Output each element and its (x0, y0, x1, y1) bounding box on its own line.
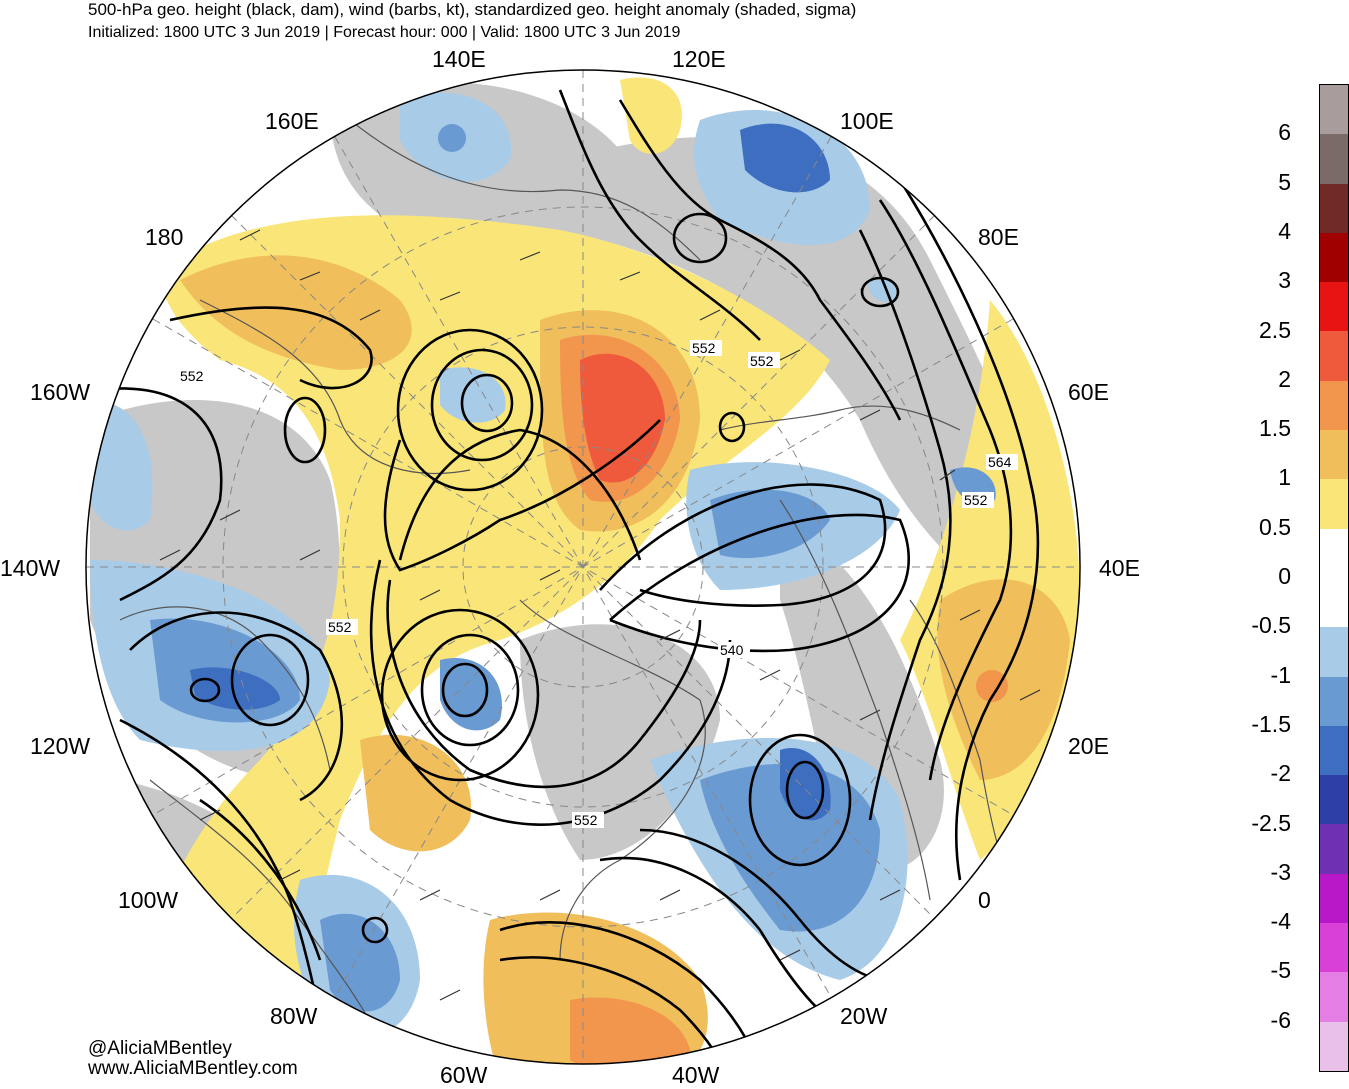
map-title: 500-hPa geo. height (black, dam), wind (… (88, 0, 857, 19)
colorbar-label: 6 (1278, 119, 1291, 146)
colorbar-label: 0.5 (1259, 513, 1291, 540)
colorbar-swatch (1320, 232, 1348, 283)
colorbar-swatch (1320, 627, 1348, 677)
lon-label-60E: 60E (1068, 379, 1109, 405)
contour-label: 540 (720, 642, 744, 658)
colorbar-swatch (1320, 528, 1348, 578)
colorbar-label: -1.5 (1251, 710, 1291, 737)
colorbar-label: 0 (1278, 563, 1291, 589)
colorbar-swatch (1320, 1021, 1348, 1071)
contour-label: 552 (692, 340, 716, 356)
colorbar-label: 1.5 (1259, 415, 1291, 442)
colorbar-swatch (1320, 479, 1348, 529)
colorbar-swatch (1320, 183, 1348, 233)
height-contours (99, 89, 1040, 1064)
lon-label-120W: 120W (30, 733, 91, 759)
colorbar-label: -1 (1270, 661, 1291, 688)
positive-anomaly (620, 77, 682, 154)
colorbar-swatch (1320, 725, 1348, 776)
colorbar-swatch (1320, 85, 1348, 135)
lon-label-40W: 40W (672, 1062, 720, 1088)
negative-anomaly (90, 400, 153, 531)
colorbar-label: -4 (1270, 908, 1291, 935)
lon-label-100E: 100E (840, 108, 894, 134)
colorbar-swatch (1320, 676, 1348, 726)
colorbar-label: -2 (1270, 760, 1291, 787)
coastlines (119, 119, 1011, 1041)
map-boundary (85, 69, 1081, 1065)
colorbar-swatch (1320, 923, 1348, 973)
lon-label-80W: 80W (270, 1003, 318, 1029)
contour-label: 552 (750, 353, 774, 369)
colorbar-swatch (1320, 775, 1348, 825)
negative-anomaly (740, 123, 830, 193)
colorbar-label: 4 (1278, 217, 1291, 244)
negative-anomaly (440, 367, 506, 423)
negative-anomaly (320, 913, 400, 1012)
colorbar-swatch (1320, 430, 1348, 480)
lon-label-20W: 20W (840, 1003, 888, 1029)
map-subtitle: Initialized: 1800 UTC 3 Jun 2019 | Forec… (88, 24, 681, 41)
lon-label-120E: 120E (672, 46, 726, 72)
colorbar-swatch (1320, 331, 1348, 381)
land-region (560, 136, 1070, 640)
contour-label: 552 (328, 619, 352, 635)
colorbar-label: -5 (1270, 957, 1291, 984)
credit-handle: @AliciaMBentley (88, 1038, 232, 1059)
graticule (86, 70, 1080, 1064)
negative-anomaly (438, 124, 466, 152)
lon-label-160E: 160E (265, 108, 319, 134)
colorbar-label: 2.5 (1259, 316, 1291, 343)
lon-label-160W: 160W (30, 379, 91, 405)
lon-label-100W: 100W (118, 887, 179, 913)
positive-anomaly (580, 353, 665, 483)
lon-label-60W: 60W (440, 1062, 488, 1088)
colorbar-label: 1 (1278, 464, 1291, 491)
colorbar-swatch (1320, 282, 1348, 332)
colorbar-label: -6 (1270, 1006, 1291, 1033)
colorbar-swatch (1320, 972, 1348, 1022)
colorbar-swatch (1320, 577, 1348, 628)
lon-label-180: 180 (145, 224, 184, 250)
colorbar-label: 3 (1278, 267, 1291, 294)
colorbar (1319, 84, 1349, 1072)
lon-label-140W: 140W (0, 555, 61, 581)
lon-label-140E: 140E (432, 46, 486, 72)
contour-label: 552 (180, 368, 204, 384)
credit-website: www.AliciaMBentley.com (88, 1058, 298, 1079)
colorbar-label: -0.5 (1251, 612, 1291, 639)
colorbar-label: -3 (1270, 858, 1291, 885)
colorbar-label: -2.5 (1251, 809, 1291, 836)
land-region (780, 520, 944, 873)
lon-label-40E: 40E (1099, 555, 1140, 581)
colorbar-swatch (1320, 824, 1348, 874)
negative-anomaly (700, 764, 880, 932)
contour-label: 552 (964, 492, 988, 508)
negative-anomaly (710, 489, 830, 559)
lon-label-0: 0 (978, 887, 991, 913)
anomaly-shading (86, 70, 1080, 1064)
colorbar-label: 5 (1278, 168, 1291, 195)
contour-label: 564 (988, 454, 1012, 470)
contour-label: 552 (574, 812, 598, 828)
wind-barbs (159, 229, 1041, 1001)
colorbar-label: 2 (1278, 365, 1291, 392)
positive-anomaly (360, 734, 472, 852)
lon-label-20E: 20E (1068, 733, 1109, 759)
colorbar-swatch (1320, 380, 1348, 431)
lon-label-80E: 80E (978, 224, 1019, 250)
colorbar-swatch (1320, 134, 1348, 184)
positive-anomaly (570, 997, 690, 1064)
positive-anomaly (976, 670, 1008, 702)
positive-anomaly (180, 255, 412, 370)
colorbar-swatch (1320, 873, 1348, 924)
